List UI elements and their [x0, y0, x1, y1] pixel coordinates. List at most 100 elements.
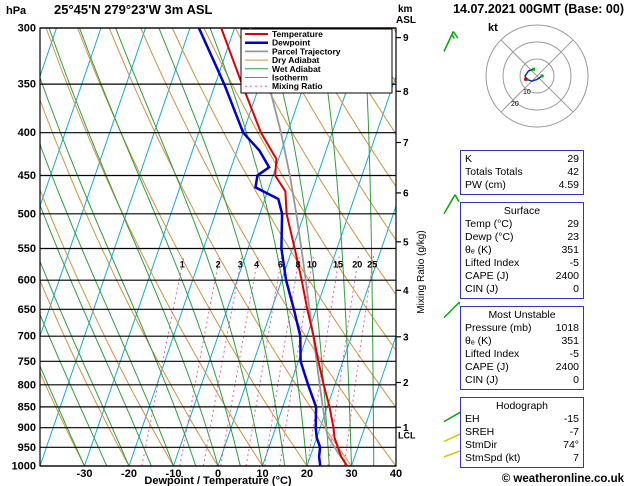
row-label: Lifted Index [465, 348, 520, 360]
row-label: StmSpd (kt) [465, 452, 521, 464]
table-row: CIN (J) 0 [465, 283, 579, 296]
plot-border [39, 27, 397, 467]
indices-tables: K 29 Totals Totals 42 PW (cm) 4.59 Surface Temp… [460, 150, 584, 475]
row-label: Lifted Index [465, 257, 520, 269]
pressure-unit-label: hPa [6, 5, 27, 17]
x-tick-label: -10 [166, 468, 182, 480]
wet-adiabat-lines [40, 28, 396, 466]
row-value: -15 [563, 413, 579, 425]
credit-watermark: © weatheronline.co.uk [501, 473, 624, 485]
km-tick-label: 8 [403, 87, 409, 98]
pressure-tick-label: 300 [18, 23, 36, 35]
row-value: -5 [569, 257, 579, 269]
row-value: 0 [573, 283, 579, 295]
panel-title: Most Unstable [488, 309, 556, 321]
table-row: EH -15 [465, 413, 579, 426]
table-row: SREH -7 [465, 426, 579, 439]
axis-ticks: 3003504004505005506006507007508008509009… [12, 23, 403, 481]
mixing-ratio-axis-title: Mixing Ratio (g/kg) [416, 230, 427, 313]
x-tick-label: -30 [77, 468, 93, 480]
table-row: Lifted Index -5 [465, 257, 579, 270]
legend-label: Dewpoint [272, 38, 310, 48]
table-row: StmSpd (kt) 7 [465, 452, 579, 465]
mixing-ratio-value: 15 [333, 260, 343, 270]
table-row: StmDir 74° [465, 439, 579, 452]
row-label: EH [465, 413, 480, 425]
wind-barb [443, 433, 460, 443]
km-tick-label: 4 [403, 286, 409, 297]
hodograph-plot: 10 20 kt [485, 22, 589, 128]
mixing-ratio-value: 4 [254, 260, 259, 270]
row-label: CAPE (J) [465, 270, 509, 282]
skewt-diagram: 1 2 3 4 6 8 10 15 20 25 3003504004505005506006507… [6, 4, 460, 486]
row-label: K [465, 153, 473, 165]
table-row: θₑ (K) 351 [465, 244, 579, 257]
row-value: 0 [573, 374, 579, 386]
panel-title: Hodograph [496, 400, 548, 412]
pressure-gridlines [40, 27, 396, 467]
row-label: PW (cm) [465, 179, 506, 191]
mixing-ratio-value: 1 [180, 260, 185, 270]
wind-barb [443, 450, 460, 458]
table-row: CAPE (J) 2400 [465, 270, 579, 283]
table-row: Pressure (mb) 1018 [465, 322, 579, 335]
hodograph-level-marker [532, 67, 536, 71]
row-value: 23 [567, 231, 579, 243]
x-tick-label: 20 [301, 468, 313, 480]
pressure-tick-label: 800 [18, 379, 36, 391]
km-tick-label: 3 [403, 332, 409, 343]
km-axis: 1 2 3 4 5 6 7 8 9 LCL [396, 33, 416, 441]
row-label: Totals Totals [465, 166, 523, 178]
pressure-tick-label: 750 [18, 356, 36, 368]
legend-label: Temperature [272, 29, 323, 39]
mixing-ratio-lines [141, 254, 375, 466]
row-value: 7 [573, 452, 579, 464]
panel-title: Surface [503, 205, 541, 217]
x-tick-label: 30 [345, 468, 357, 480]
x-tick-label: 0 [215, 468, 221, 480]
row-value: 4.59 [558, 179, 579, 191]
asl-unit-label: ASL [396, 15, 416, 26]
km-tick-label: 2 [403, 378, 409, 389]
info-panel: Hodograph EH -15 SREH -7 StmDir 74° StmSpd (kt)… [460, 397, 584, 468]
hodograph-rings: 10 20 [485, 24, 589, 128]
pressure-tick-label: 900 [18, 422, 36, 434]
km-tick-label: 7 [403, 138, 409, 149]
km-tick-label: 5 [403, 237, 409, 248]
x-tick-label: -20 [121, 468, 137, 480]
hodograph-ring-label: 10 [523, 89, 531, 96]
table-row: Dewp (°C) 23 [465, 231, 579, 244]
mixing-ratio-value: 25 [367, 260, 377, 270]
table-row: CAPE (J) 2400 [465, 361, 579, 374]
row-value: 2400 [555, 270, 579, 282]
table-row: K 29 [465, 153, 579, 166]
legend-label: Isotherm [272, 73, 308, 83]
row-label: SREH [465, 426, 495, 438]
row-label: Dewp (°C) [465, 231, 514, 243]
km-tick-label: 9 [403, 33, 409, 44]
x-axis-title: Dewpoint / Temperature (°C) [144, 475, 292, 486]
row-value: 29 [567, 218, 579, 230]
datetime-title: 14.07.2021 00GMT (Base: 00) [453, 2, 624, 16]
x-tick-label: 40 [390, 468, 402, 480]
wind-barb [443, 411, 460, 423]
pressure-tick-label: 350 [18, 79, 36, 91]
hodograph-unit-label: kt [488, 22, 498, 34]
row-label: CAPE (J) [465, 361, 509, 373]
pressure-tick-label: 550 [18, 243, 36, 255]
pressure-tick-label: 600 [18, 275, 36, 287]
info-panel: Most Unstable Pressure (mb) 1018 θₑ (K) 351 L… [460, 306, 584, 390]
mixing-ratio-value: 8 [295, 260, 300, 270]
row-value: 42 [567, 166, 579, 178]
km-tick-label: 6 [403, 188, 409, 199]
mixing-ratio-value: 10 [307, 260, 317, 270]
pressure-tick-label: 1000 [12, 461, 36, 473]
wind-barbs [443, 31, 460, 458]
hodograph-ring-label: 20 [511, 101, 519, 108]
table-row: Totals Totals 42 [465, 166, 579, 179]
table-row: PW (cm) 4.59 [465, 179, 579, 192]
hodograph-level-marker [540, 74, 544, 78]
row-label: CIN (J) [465, 374, 499, 386]
